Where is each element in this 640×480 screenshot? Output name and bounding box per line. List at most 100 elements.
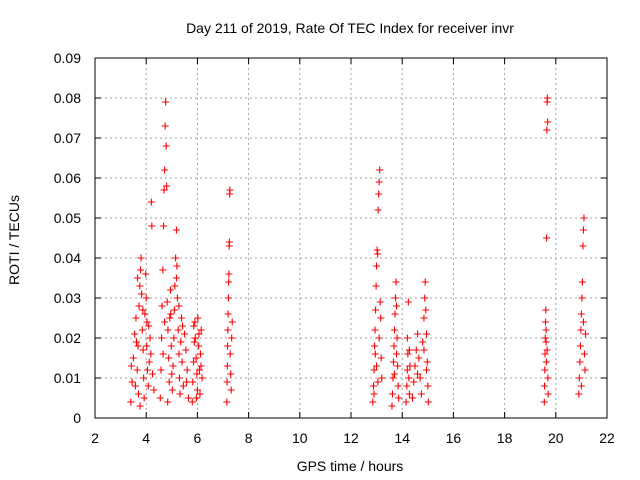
data-point	[131, 382, 139, 390]
data-point	[420, 314, 428, 322]
data-point	[224, 310, 232, 318]
x-tick-label: 8	[245, 430, 253, 446]
data-point	[580, 350, 588, 358]
data-point	[376, 298, 384, 306]
data-point	[541, 366, 549, 374]
data-point	[371, 326, 379, 334]
data-point	[139, 306, 147, 314]
data-point	[405, 374, 413, 382]
data-point	[393, 334, 401, 342]
data-point	[580, 214, 588, 222]
data-point	[132, 314, 140, 322]
data-point	[423, 366, 431, 374]
data-point	[159, 350, 167, 358]
y-axis-label: ROTI / TECUs	[6, 195, 22, 285]
y-tick-label: 0.03	[54, 290, 81, 306]
data-point	[178, 358, 186, 366]
data-point	[197, 362, 205, 370]
data-point	[390, 342, 398, 350]
data-point	[374, 378, 382, 386]
data-point	[579, 226, 587, 234]
y-tick-label: 0.06	[54, 170, 81, 186]
data-point	[373, 262, 381, 270]
data-point	[127, 362, 135, 370]
data-point	[416, 374, 424, 382]
data-point	[543, 234, 551, 242]
data-point	[184, 394, 192, 402]
grid-lines	[95, 58, 607, 418]
data-point	[378, 374, 386, 382]
data-point	[369, 398, 377, 406]
data-point	[174, 326, 182, 334]
data-point	[575, 390, 583, 398]
y-tick-label: 0.04	[54, 250, 81, 266]
data-point	[424, 382, 432, 390]
data-point	[179, 382, 187, 390]
data-point	[581, 366, 589, 374]
data-point	[178, 314, 186, 322]
data-point	[389, 374, 397, 382]
data-point	[405, 390, 413, 398]
data-point	[391, 370, 399, 378]
data-point	[133, 274, 141, 282]
data-point	[578, 294, 586, 302]
chart-title: Day 211 of 2019, Rate Of TEC Index for r…	[186, 20, 514, 36]
data-point	[540, 398, 548, 406]
data-point	[182, 346, 190, 354]
data-point	[162, 98, 170, 106]
x-tick-label: 14	[394, 430, 410, 446]
data-point	[421, 294, 429, 302]
data-point	[135, 302, 143, 310]
data-point	[170, 306, 178, 314]
data-point	[404, 298, 412, 306]
data-point	[224, 294, 232, 302]
data-point	[541, 382, 549, 390]
data-point	[136, 402, 144, 410]
data-point	[421, 278, 429, 286]
data-point	[177, 338, 185, 346]
data-point	[183, 378, 191, 386]
x-tick-label: 6	[194, 430, 202, 446]
data-point	[404, 350, 412, 358]
data-point	[403, 334, 411, 342]
x-tick-label: 2	[91, 430, 99, 446]
data-point	[160, 222, 168, 230]
data-point	[577, 310, 585, 318]
y-tick-label: 0.01	[54, 370, 81, 386]
data-point	[223, 362, 231, 370]
y-tick-label: 0	[73, 410, 81, 426]
data-point	[542, 338, 550, 346]
data-point	[370, 390, 378, 398]
y-tick-label: 0.09	[54, 50, 81, 66]
data-point	[135, 390, 143, 398]
data-point	[412, 346, 420, 354]
data-point	[175, 350, 183, 358]
data-point	[183, 366, 191, 374]
data-point	[167, 310, 175, 318]
data-point	[165, 354, 173, 362]
data-point	[391, 326, 399, 334]
data-point	[192, 394, 200, 402]
data-point	[150, 386, 158, 394]
data-point	[389, 358, 397, 366]
data-point	[423, 330, 431, 338]
data-point	[173, 262, 181, 270]
data-point	[395, 394, 403, 402]
data-point	[145, 358, 153, 366]
data-point	[164, 326, 172, 334]
data-point	[194, 314, 202, 322]
data-point	[375, 178, 383, 186]
data-point	[158, 302, 166, 310]
data-point	[147, 198, 155, 206]
data-point	[420, 346, 428, 354]
data-point	[139, 346, 147, 354]
data-point	[227, 370, 235, 378]
data-point	[225, 238, 233, 246]
data-point	[224, 342, 232, 350]
data-point	[542, 306, 550, 314]
y-tick-label: 0.05	[54, 210, 81, 226]
data-point	[172, 226, 180, 234]
data-point	[226, 186, 234, 194]
data-point	[541, 334, 549, 342]
